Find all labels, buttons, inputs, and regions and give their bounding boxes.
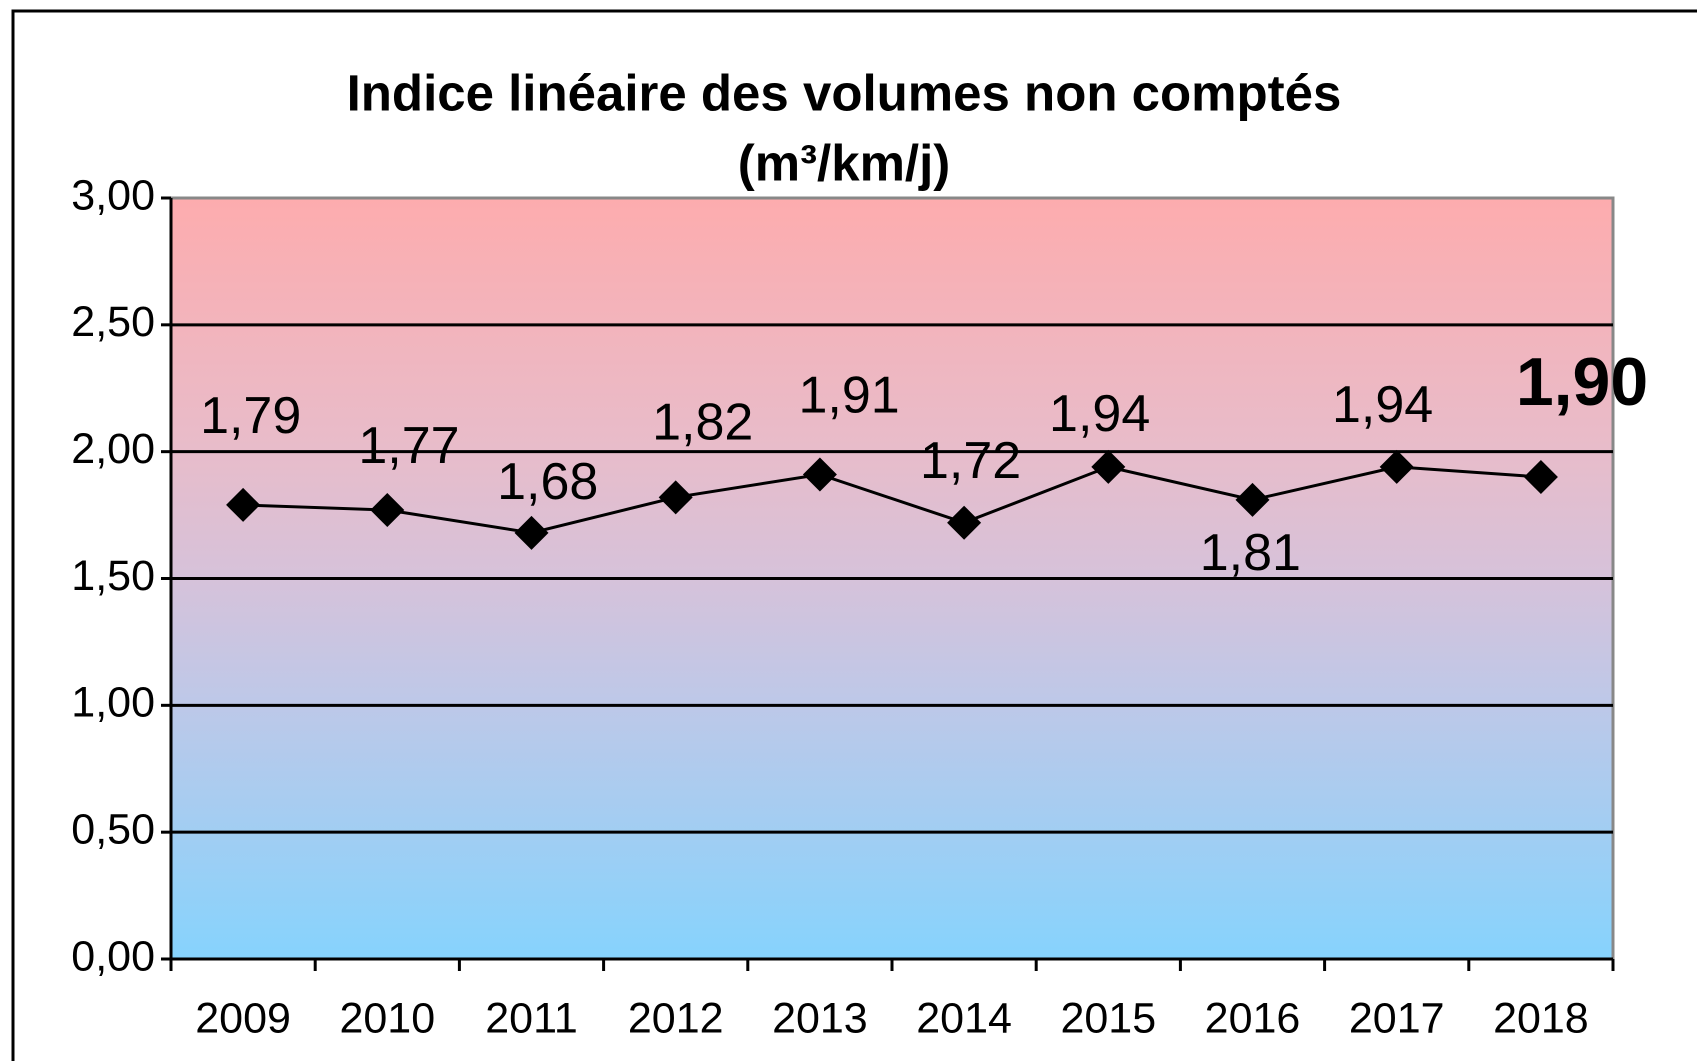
data-label: 1,82 [652, 394, 753, 452]
data-point [1235, 482, 1270, 517]
y-tick-label: 3,00 [71, 171, 155, 219]
x-tick-label: 2013 [772, 994, 868, 1042]
chart-frame [11, 9, 1697, 1061]
x-tick-label: 2017 [1349, 994, 1445, 1042]
y-tick-label: 1,00 [71, 679, 155, 727]
data-line [243, 465, 1542, 535]
data-point [226, 487, 261, 522]
data-label: 1,79 [200, 387, 301, 445]
y-tick-label: 0,00 [71, 932, 155, 980]
y-tick-label: 2,00 [71, 425, 155, 473]
x-tick-label: 2016 [1205, 994, 1301, 1042]
data-label: 1,94 [1332, 376, 1433, 434]
x-tick-label: 2011 [485, 994, 577, 1042]
x-tick-label: 2012 [628, 994, 724, 1042]
x-tick-label: 2009 [195, 994, 291, 1042]
data-label: 1,68 [497, 453, 598, 511]
data-point [514, 515, 549, 550]
data-point [1091, 449, 1126, 484]
chart-title: Indice linéaire des volumes non comptés [347, 64, 1342, 121]
data-point [802, 457, 837, 492]
y-tick-label: 0,50 [71, 806, 155, 854]
data-point [370, 493, 405, 528]
data-point [1379, 449, 1414, 484]
data-label: 1,91 [799, 366, 900, 424]
data-label: 1,77 [358, 417, 459, 475]
data-label: 1,94 [1049, 385, 1150, 443]
chart-title: (m³/km/j) [738, 134, 951, 191]
data-point [1523, 460, 1558, 495]
x-tick-label: 2010 [339, 994, 435, 1042]
x-tick-label: 2015 [1060, 994, 1156, 1042]
data-point [658, 480, 693, 515]
data-point [947, 505, 982, 540]
x-tick-label: 2014 [916, 994, 1012, 1042]
y-tick-label: 1,50 [71, 552, 155, 600]
data-label: 1,72 [920, 432, 1021, 490]
data-label: 1,90 [1516, 344, 1648, 420]
data-label: 1,81 [1200, 524, 1301, 582]
y-tick-label: 2,50 [71, 298, 155, 346]
x-tick-label: 2018 [1493, 994, 1589, 1042]
